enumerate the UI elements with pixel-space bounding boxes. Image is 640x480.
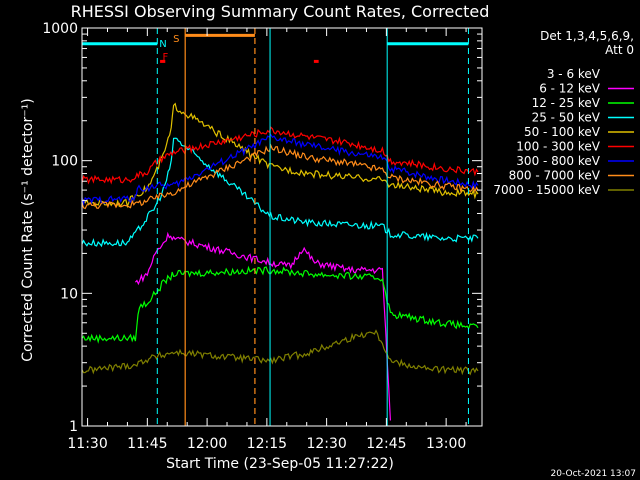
x-tick-label-4: 12:30 (306, 436, 346, 452)
legend-label-6: 300 - 800 keV (516, 154, 600, 168)
vertical-lines (156, 28, 469, 426)
legend-label-3: 25 - 50 keV (532, 111, 601, 125)
y-axis-ticks: 1 10 100 1000 (42, 21, 482, 435)
y-axis-label: Corrected Count Rate (s⁻¹ detector⁻¹) (20, 98, 36, 361)
x-axis-label: Start Time (23-Sep-05 11:27:22) (166, 456, 394, 472)
state-bars (82, 33, 469, 63)
x-tick-label-1: 11:45 (127, 436, 167, 452)
legend-label-8: 7000 - 15000 keV (493, 183, 600, 197)
series-line-0 (81, 242, 403, 384)
series-line-8 (81, 329, 479, 376)
series-line-6 (81, 133, 479, 206)
chart-title: RHESSI Observing Summary Count Rates, Co… (71, 2, 490, 21)
legend-label-0: 3 - 6 keV (547, 67, 601, 81)
x-axis-ticks: 11:30 11:45 12:00 12:15 12:30 12:45 13:00 (67, 28, 467, 452)
y-tick-label-3: 1000 (42, 21, 78, 37)
series-line-2 (81, 265, 479, 344)
series-line-7 (81, 143, 479, 210)
x-tick-label-0: 11:30 (67, 436, 107, 452)
legend-label-2: 12 - 25 keV (532, 96, 601, 110)
legend-label-5: 100 - 300 keV (516, 140, 600, 154)
legend-label-1: 6 - 12 keV (539, 82, 601, 96)
series-layer (81, 102, 479, 421)
plot-frame (81, 27, 483, 427)
marker-n: N (159, 39, 166, 50)
x-tick-label-2: 12:00 (187, 436, 227, 452)
series-line-1 (134, 231, 391, 421)
marker-s: S (173, 34, 179, 45)
legend-header-1: Det 1,3,4,5,6,9, (540, 29, 634, 43)
series-line-5 (81, 126, 479, 185)
series-line-4 (81, 102, 479, 209)
date-stamp: 20-Oct-2021 13:07 (551, 469, 636, 479)
y-tick-label-1: 10 (60, 286, 78, 302)
x-tick-label-6: 13:00 (426, 436, 466, 452)
series-line-3 (81, 137, 479, 248)
legend-label-7: 800 - 7000 keV (509, 169, 601, 183)
legend-label-4: 50 - 100 keV (524, 125, 601, 139)
y-tick-label-0: 1 (69, 419, 78, 435)
x-tick-label-3: 12:15 (247, 436, 287, 452)
legend-header-2: Att 0 (605, 43, 634, 57)
y-tick-label-2: 100 (51, 154, 78, 170)
x-tick-label-5: 12:45 (366, 436, 406, 452)
marker-f: F (162, 52, 168, 63)
state-markers: N SF (159, 34, 179, 63)
